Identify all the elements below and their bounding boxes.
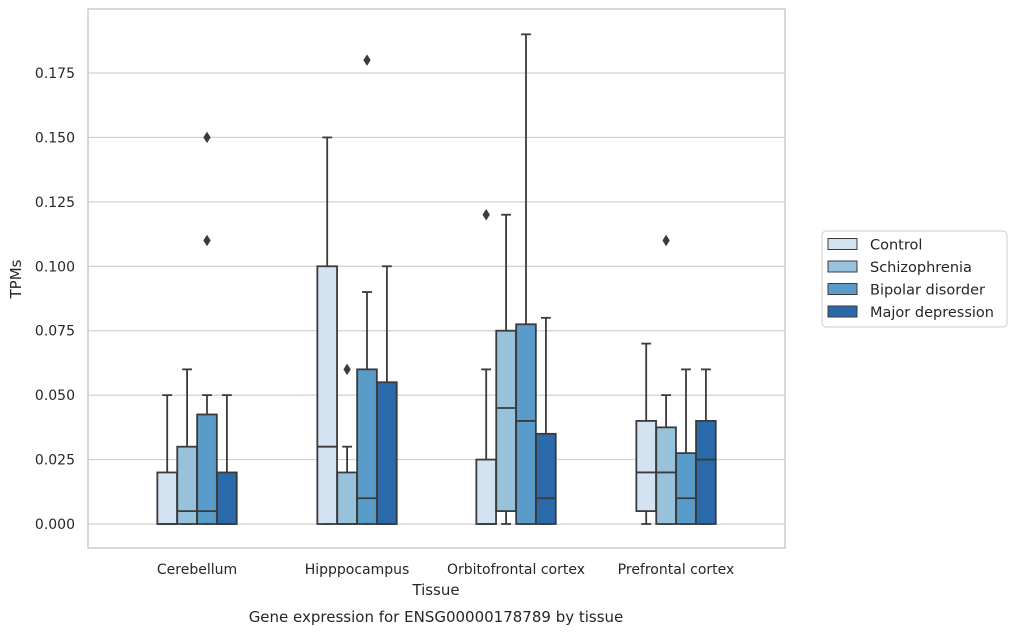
legend: Control Schizophrenia Bipolar disorder Majo… [821, 230, 1008, 328]
y-tick-label: 0.125 [35, 195, 75, 211]
outlier-marker [482, 209, 490, 221]
legend-label: Bipolar disorder [870, 283, 985, 299]
box-2-3 [535, 316, 557, 525]
x-tick-label: Orbitofrontal cortex [447, 562, 585, 578]
plot-frame [87, 8, 786, 549]
box-rect [515, 323, 537, 525]
y-tick-label: 0.100 [35, 259, 75, 275]
legend-swatch [827, 283, 858, 295]
box-1-2 [356, 54, 378, 525]
box-3-2 [675, 368, 697, 525]
legend-label: Major depression [870, 305, 994, 321]
box-rect [216, 471, 238, 525]
x-axis-label: Tissue [411, 581, 459, 599]
outlier-marker [363, 54, 371, 66]
box-layer [156, 33, 717, 525]
box-rect [695, 420, 717, 525]
outlier-marker [662, 234, 670, 247]
box-rect [336, 471, 358, 525]
box-0-2 [196, 131, 218, 525]
x-tick-label: Prefrontal cortex [618, 562, 735, 578]
box-1-0 [316, 136, 338, 525]
y-tick-label: 0.050 [35, 388, 75, 404]
x-tick-label: Cerebellum [157, 562, 237, 578]
legend-label: Schizophrenia [870, 260, 972, 276]
box-rect [675, 452, 697, 525]
y-tick-label: 0.175 [35, 66, 75, 82]
box-rect [376, 381, 398, 525]
outlier-marker [203, 131, 211, 144]
box-rect [475, 458, 497, 525]
y-tick-label: 0.075 [35, 324, 75, 340]
box-0-3 [216, 394, 238, 525]
box-rect [176, 445, 198, 525]
box-3-0 [635, 342, 657, 525]
x-tick-label: Hipppocampus [305, 562, 410, 578]
box-0-0 [156, 394, 178, 525]
box-rect [356, 368, 378, 525]
box-0-1 [176, 368, 198, 525]
outlier-marker [343, 363, 351, 376]
legend-swatch [827, 305, 858, 318]
y-axis-label: TPMs [7, 259, 25, 299]
legend-swatch [827, 238, 858, 250]
box-2-2 [515, 33, 537, 525]
box-rect [635, 420, 657, 513]
box-rect [535, 432, 557, 525]
chart-caption: Gene expression for ENSG00000178789 by t… [249, 608, 624, 626]
box-1-1 [336, 363, 358, 525]
x-tick-labels: Cerebellum Hipppocampus Orbitofrontal cort… [157, 562, 734, 578]
box-rect [316, 265, 338, 525]
box-1-3 [376, 265, 398, 525]
outlier-marker [203, 234, 211, 247]
legend-label: Control [870, 238, 922, 254]
legend-swatch [827, 260, 858, 273]
box-3-3 [695, 368, 717, 525]
y-tick-label: 0.150 [35, 130, 75, 146]
y-tick-label: 0.000 [35, 517, 75, 533]
y-tick-label: 0.025 [35, 453, 75, 469]
box-rect [655, 426, 677, 525]
y-tick-labels: 0.000 0.025 0.050 0.075 0.100 0.125 0.150 0.175 [35, 66, 75, 533]
box-rect [495, 329, 517, 513]
box-rect [196, 413, 218, 525]
box-rect [156, 471, 178, 525]
box-3-1 [655, 234, 677, 525]
box-2-0 [475, 209, 497, 525]
box-2-1 [495, 213, 517, 525]
legend-frame [821, 230, 1008, 328]
